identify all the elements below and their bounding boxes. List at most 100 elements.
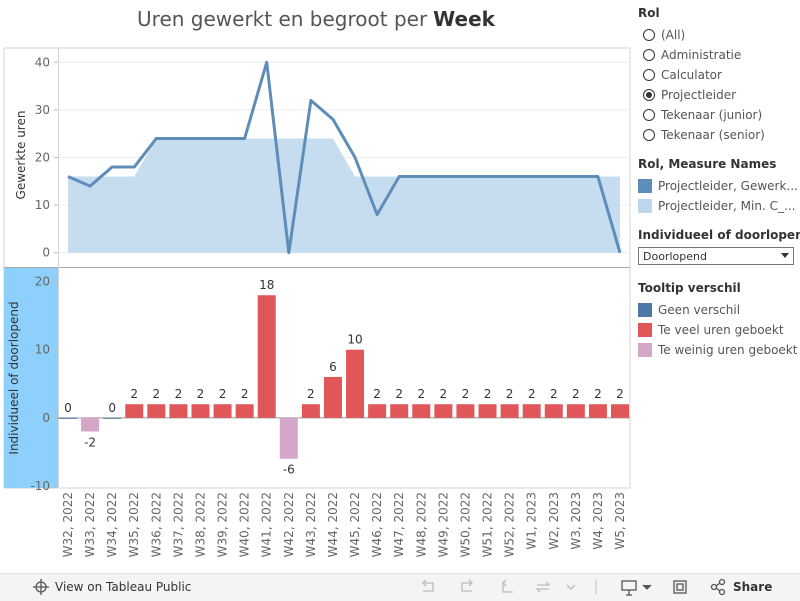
radio [643,109,655,121]
view-link[interactable]: View on Tableau Public [55,580,192,594]
legend-label: Geen verschil [658,303,741,317]
area [68,138,620,253]
data-label: 2 [506,387,514,401]
bar [588,404,607,418]
filter-title: Individueel of doorlopend [638,228,800,242]
option-label: Calculator [661,68,722,82]
radio-option[interactable]: Administratie [638,45,798,65]
data-label: 2 [462,387,470,401]
x-tick-label: W38, 2022 [193,492,207,557]
data-label: 2 [241,387,249,401]
legend-item: Te weinig uren geboekt [638,340,798,360]
dropdown-arrow [781,253,789,258]
data-label: 0 [64,401,72,415]
y-axis-title: Individueel of doorlopend [7,301,21,454]
bar [125,404,144,418]
bar [500,404,519,418]
radio [643,89,655,101]
data-label: 2 [440,387,448,401]
data-label: 10 [347,333,362,347]
filter-panel: Rol (All) Administratie Calculator Projectl… [638,6,800,360]
y-axis-title: Gewerkte uren [14,111,28,200]
option-label: Administratie [661,48,742,62]
data-label: 2 [417,387,425,401]
bar [169,404,188,418]
y-tick-label: 40 [35,55,50,69]
x-tick-label: W45, 2022 [348,492,362,557]
legend: Geen verschil Te veel uren geboekt Te wein… [638,300,798,360]
data-label: 2 [395,387,403,401]
legend-swatch [638,323,652,337]
option-label: Tekenaar (junior) [661,108,763,122]
legend-swatch [638,179,652,193]
y-tick-label: 10 [35,343,50,357]
data-label: 2 [152,387,160,401]
radio [643,49,655,61]
x-tick-label: W1, 2023 [525,492,539,550]
bar [566,404,585,418]
data-label: 2 [550,387,558,401]
data-label: 2 [484,387,492,401]
x-tick-label: W41, 2022 [260,492,274,557]
legend-item: Projectleider, Gewerk... [638,176,798,196]
bar [456,404,475,418]
bar [522,404,541,418]
legend-label: Te weinig uren geboekt [658,343,798,357]
y-tick-label: 0 [42,411,50,425]
x-tick-label: W3, 2023 [569,492,583,550]
x-tick-label: W46, 2022 [370,492,384,557]
bar [279,417,298,459]
share-button[interactable]: Share [733,580,773,594]
legend: Projectleider, Gewerk... Projectleider, M… [638,176,798,216]
x-tick-label: W47, 2022 [392,492,406,557]
x-tick-label: W40, 2022 [238,492,252,557]
legend-label: Te veel uren geboekt [658,323,784,337]
radio [643,29,655,41]
x-tick-label: W44, 2022 [326,492,340,557]
dropdown[interactable]: Doorlopend [638,247,794,265]
y-tick-label: 10 [35,198,50,212]
legend-swatch [638,303,652,317]
radio [643,69,655,81]
radio-option[interactable]: Calculator [638,65,798,85]
data-label: 2 [219,387,227,401]
bar [368,404,387,418]
bar [390,404,409,418]
radio-option[interactable]: (All) [638,25,798,45]
bar [412,404,431,418]
bar [147,404,166,418]
axis-highlight [4,268,58,488]
x-tick-label: W37, 2022 [171,492,185,557]
legend-item: Geen verschil [638,300,798,320]
x-tick-label: W52, 2022 [503,492,517,557]
bar [478,404,497,418]
y-tick-label: 20 [35,275,50,289]
x-tick-label: W34, 2022 [105,492,119,557]
toolbar-icons [33,578,726,596]
x-tick-label: W49, 2022 [436,492,450,557]
bar [213,404,232,418]
data-label: 0 [108,401,116,415]
data-label: 2 [130,387,138,401]
x-tick-label: W39, 2022 [216,492,230,557]
dropdown-value: Doorlopend [643,249,707,263]
legend-item: Projectleider, Min. C_... [638,196,798,216]
x-tick-label: W48, 2022 [414,492,428,557]
data-label: 2 [594,387,602,401]
radio-option[interactable]: Projectleider [638,85,798,105]
data-label: 2 [307,387,315,401]
bar [611,404,629,418]
bar [235,404,254,418]
x-tick-label: W36, 2022 [149,492,163,557]
x-tick-label: W5, 2023 [613,492,627,550]
x-tick-label: W4, 2023 [591,492,605,550]
y-tick-label: 0 [42,246,50,260]
data-label: 2 [175,387,183,401]
option-label: Projectleider [661,88,737,102]
radio-option[interactable]: Tekenaar (senior) [638,125,798,145]
bar [81,417,100,432]
radio-option[interactable]: Tekenaar (junior) [638,105,798,125]
bar [257,295,276,418]
chart-title: Uren gewerkt en begroot per Week [137,7,496,31]
